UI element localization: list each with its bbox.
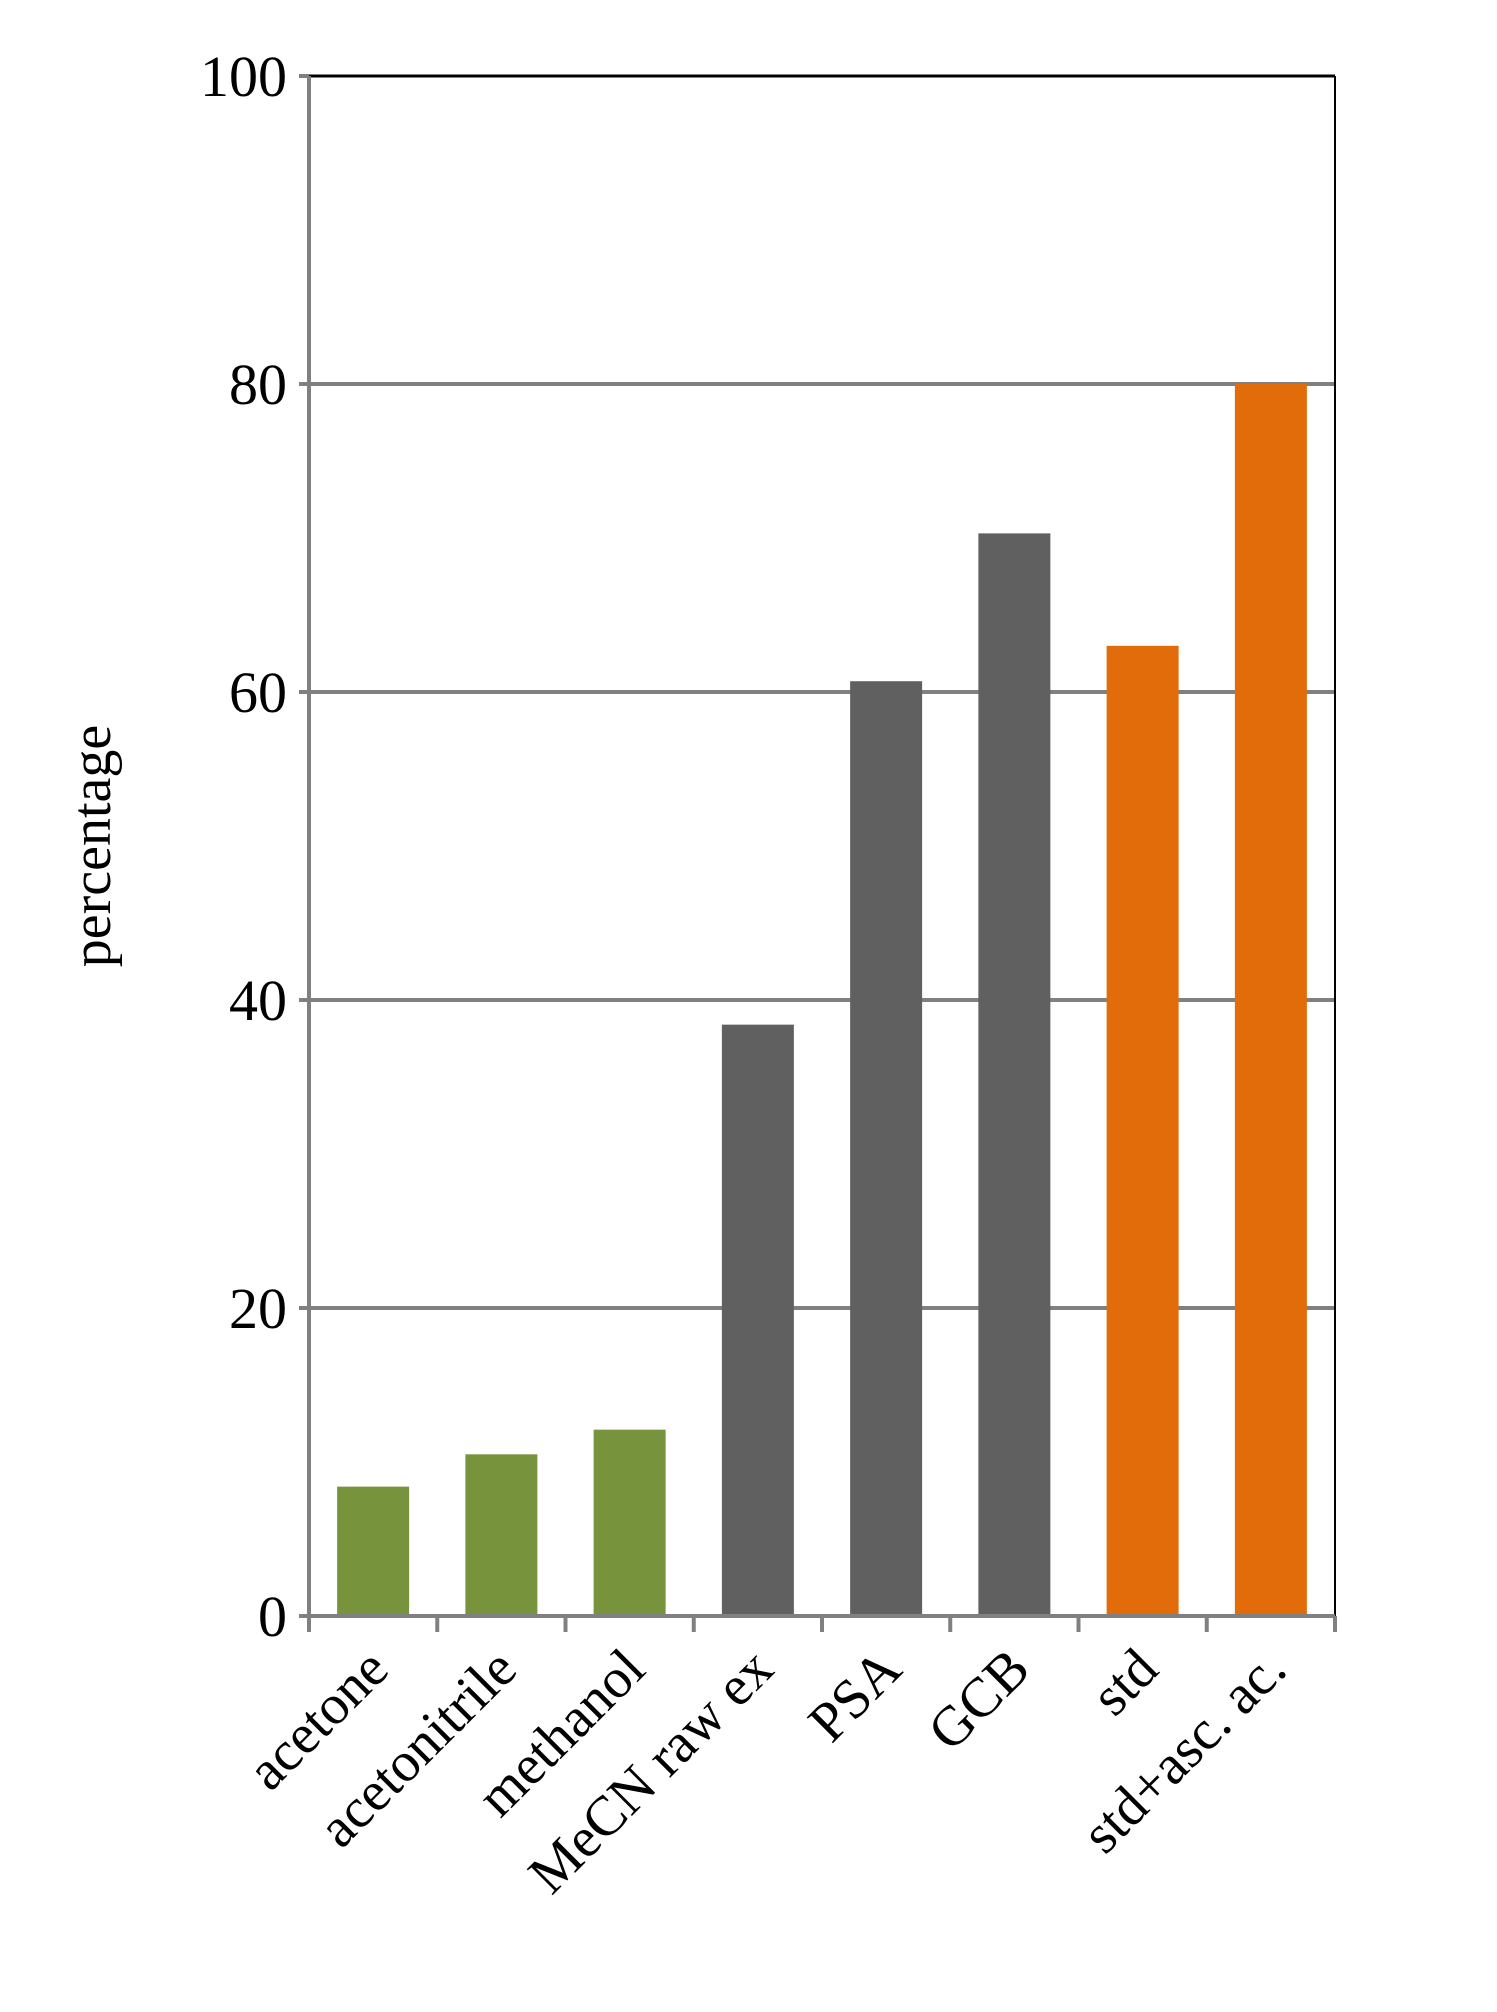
y-axis-title: percentage [61,725,123,967]
bar-acetonitrile [465,1454,538,1616]
bar-methanol [593,1429,666,1616]
bar-mecn-raw-ex [721,1024,794,1616]
axes [299,74,1337,1632]
bar-gcb [978,533,1051,1616]
x-category-label: GCB [916,1637,1041,1762]
plot-area [309,76,1335,1616]
bar-psa [850,681,923,1616]
y-tick-label: 20 [229,1276,287,1341]
bar-acetone [337,1486,410,1616]
x-category-label: PSA [797,1637,914,1754]
bar-std [1106,645,1179,1616]
y-tick-labels: 0 20 40 60 80 100 [200,44,287,1649]
y-tick-label: 40 [229,968,287,1033]
y-tick-label: 60 [229,660,287,725]
bar-std-asc-ac- [1234,384,1307,1616]
bars [337,384,1307,1616]
y-tick-label: 100 [200,44,287,109]
y-tick-label: 80 [229,352,287,417]
x-category-label: std [1080,1637,1170,1727]
y-tick-label: 0 [258,1584,287,1649]
